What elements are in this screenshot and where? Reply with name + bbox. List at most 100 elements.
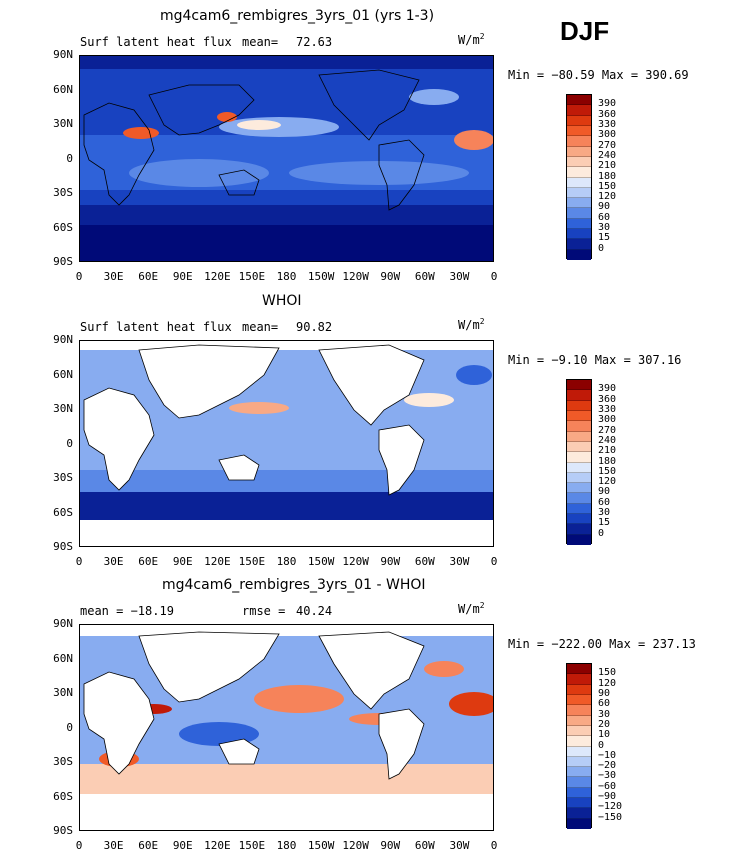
lon-tick-label: 150W xyxy=(307,555,335,568)
colorbar-swatch xyxy=(567,136,591,147)
colorbar-label: 0 xyxy=(598,527,605,539)
colorbar-swatch xyxy=(567,664,591,675)
lat-tick-label: 90S xyxy=(53,540,73,553)
colorbar-swatch xyxy=(567,146,591,157)
polar-band-north xyxy=(79,55,494,69)
panel3-minmax: Min = −222.00 Max = 237.13 xyxy=(508,637,696,651)
colorbar-label: 15 xyxy=(598,232,611,244)
panel3-rmse-value: 40.24 xyxy=(296,604,333,618)
colorbar-label: 120 xyxy=(598,476,617,488)
map-frame xyxy=(79,340,494,547)
colorbar-swatch xyxy=(567,167,591,178)
lat-tick-label: 90S xyxy=(53,824,73,837)
panel1-mean-label: mean= xyxy=(242,35,279,49)
lat-tick-label: 30N xyxy=(53,117,73,130)
colorbar-label: 390 xyxy=(598,383,617,395)
panel2-variable-label: Surf latent heat flux xyxy=(80,320,232,334)
lon-tick-label: 120E xyxy=(204,555,231,568)
panel2-map xyxy=(79,340,494,547)
lon-tick-label: 120W xyxy=(342,839,369,852)
lon-tick-label: 150E xyxy=(238,839,266,852)
colorbar-label: −30 xyxy=(598,770,617,782)
colorbar-label: 90 xyxy=(598,201,611,213)
lat-tick-label: 60N xyxy=(53,651,73,665)
colorbar-label: 330 xyxy=(598,403,617,415)
colorbar-swatch xyxy=(567,777,591,788)
southern-ocean-band xyxy=(79,490,494,520)
panel3-map xyxy=(79,624,494,831)
colorbar-label: 0 xyxy=(598,739,605,751)
colorbar-swatch xyxy=(567,208,591,219)
colorbar-label: 30 xyxy=(598,222,611,234)
lat-tick-label: 60N xyxy=(53,82,73,96)
panel1-minmax: Min = −80.59 Max = 390.69 xyxy=(508,68,689,82)
lon-tick-label: 150E xyxy=(238,555,266,568)
atlantic-positive xyxy=(449,692,494,716)
panel3-mean-label: mean = −18.19 xyxy=(80,604,174,618)
lon-tick-label: 60W xyxy=(414,555,435,568)
colorbar-swatch xyxy=(567,798,591,809)
lon-tick-label: 90W xyxy=(380,555,401,568)
colorbar-swatch xyxy=(567,400,591,411)
lon-tick-label: 60W xyxy=(414,839,435,852)
tropical-high-pacific xyxy=(289,161,469,185)
colorbar-swatch xyxy=(567,105,591,116)
colorbar-label: 120 xyxy=(598,191,617,203)
lat-tick-label: 60S xyxy=(53,505,73,519)
colorbar-label: 240 xyxy=(598,149,617,161)
colorbar-swatch xyxy=(567,380,591,391)
colorbar-label: 90 xyxy=(598,687,611,699)
colorbar-swatch xyxy=(567,390,591,401)
colorbar-label: 270 xyxy=(598,424,617,436)
colorbar-swatch xyxy=(567,177,591,188)
lon-tick-label: 30W xyxy=(449,270,470,283)
colorbar-swatch xyxy=(567,95,591,106)
lon-tick-label: 90W xyxy=(380,839,401,852)
season-label: DJF xyxy=(560,16,610,46)
colorbar-swatch xyxy=(567,725,591,737)
panel2-mean-value: 90.82 xyxy=(296,320,333,334)
lat-tick-label: 0 xyxy=(66,720,73,734)
lon-tick-label: 0 xyxy=(75,555,83,568)
colorbar-label: 210 xyxy=(598,445,617,457)
colorbar-label: 390 xyxy=(598,98,617,110)
colorbar-label: −150 xyxy=(598,811,623,823)
arctic-mask xyxy=(79,340,494,350)
lon-tick-label: 60E xyxy=(138,555,159,568)
colorbar-label: 360 xyxy=(598,393,617,405)
lon-tick-label: 120W xyxy=(342,270,369,283)
lon-tick-label: 30E xyxy=(103,839,124,852)
colorbar-swatch xyxy=(567,746,591,757)
colorbar-label: 30 xyxy=(598,507,611,519)
labrador-positive xyxy=(424,661,464,677)
kuroshio-core xyxy=(237,120,281,130)
land-mask xyxy=(83,631,425,780)
arabian-sea-hotspot xyxy=(123,127,159,139)
colorbar-label: −120 xyxy=(598,801,623,813)
colorbar-swatch xyxy=(567,756,591,768)
colorbar-label: 300 xyxy=(598,129,617,141)
colorbar-label: 15 xyxy=(598,517,611,529)
panel3-rmse-label: rmse = xyxy=(242,604,286,618)
lon-tick-label: 120E xyxy=(204,839,231,852)
panel1-variable-label: Surf latent heat flux xyxy=(80,35,232,49)
panel3-title: mg4cam6_rembigres_3yrs_01 - WHOI xyxy=(162,577,426,593)
lat-tick-label: 30N xyxy=(53,686,73,699)
colorbar-swatch xyxy=(567,249,591,260)
colorbar-label: 150 xyxy=(598,667,617,679)
colorbar-label: 20 xyxy=(598,718,611,730)
colorbar-label: 90 xyxy=(598,486,611,498)
colorbar-swatch xyxy=(567,694,591,706)
colorbar-swatch xyxy=(567,736,591,747)
colorbar-swatch xyxy=(567,441,591,453)
lon-tick-label: 0 xyxy=(490,270,498,283)
colorbar-swatch xyxy=(567,421,591,432)
colorbar-label: 30 xyxy=(598,708,611,720)
lon-tick-label: 90W xyxy=(380,270,401,283)
colorbar-label: 180 xyxy=(598,455,617,467)
colorbar-swatch xyxy=(567,125,591,137)
panel2-units: W/m2 xyxy=(458,317,485,332)
southern-ocean-band xyxy=(79,205,494,225)
panel1-units: W/m2 xyxy=(458,32,485,47)
colorbar-swatch xyxy=(567,684,591,695)
